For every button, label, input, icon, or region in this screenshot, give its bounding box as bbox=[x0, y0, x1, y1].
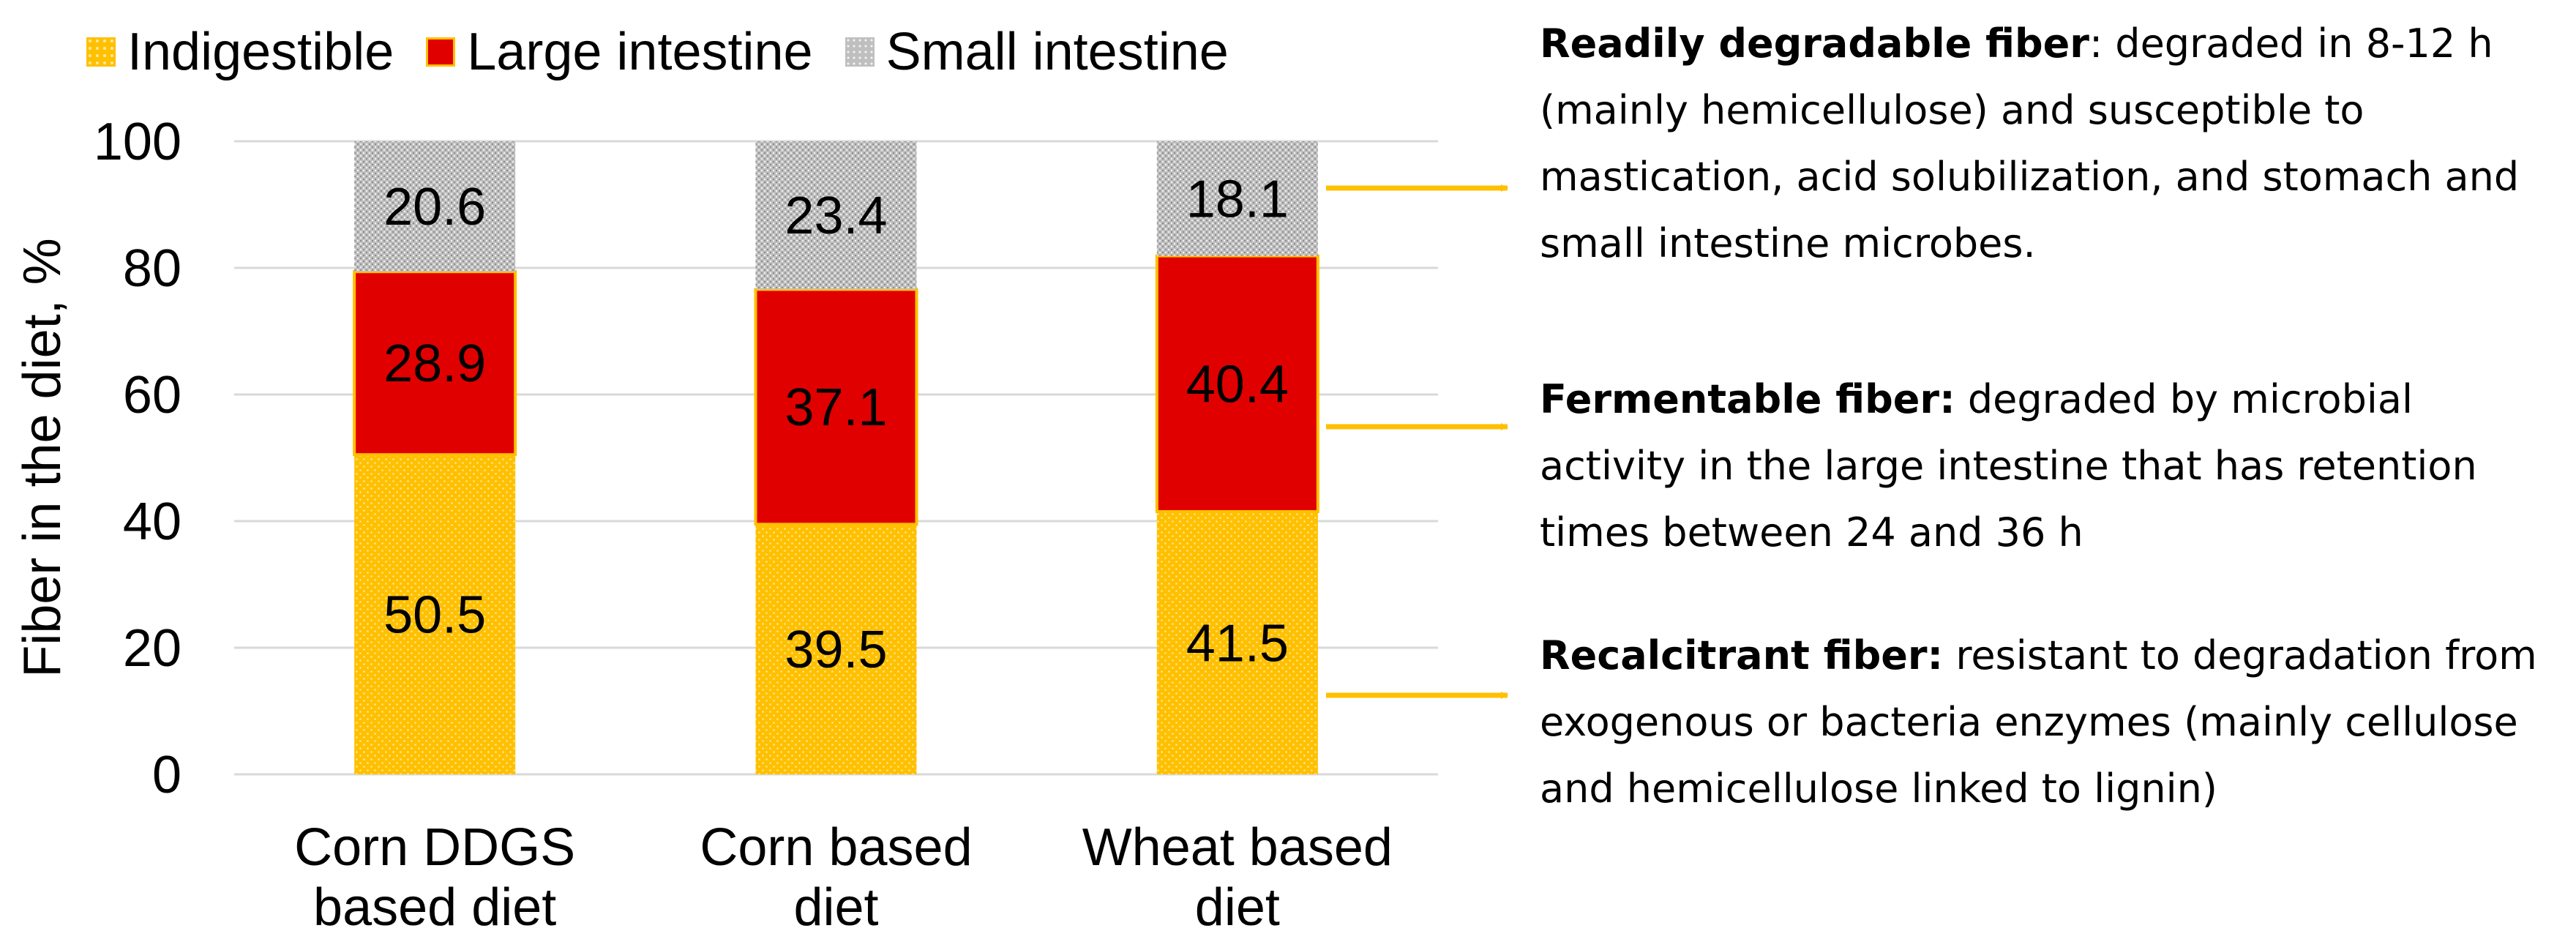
x-tick-label: Corn based bbox=[700, 818, 972, 877]
axes: 0 20 40 60 80 100 Fiber in the diet, % Corn DDG… bbox=[13, 113, 1393, 937]
data-label: 18.1 bbox=[1186, 170, 1289, 228]
note-title: Recalcitrant fiber: bbox=[1540, 632, 1944, 678]
legend-label-indigestible: Indigestible bbox=[127, 23, 394, 81]
x-tick-label: Corn DDGS bbox=[294, 818, 575, 877]
data-label: 23.4 bbox=[785, 187, 887, 245]
legend-item-indigestible: Indigestible bbox=[86, 22, 394, 82]
x-tick-label: based diet bbox=[313, 878, 556, 937]
x-tick-label: Wheat based bbox=[1082, 818, 1393, 877]
chart-legend: Indigestible Large intestine Small intes… bbox=[86, 22, 1261, 82]
y-tick-label: 0 bbox=[152, 746, 181, 804]
legend-swatch-indigestible bbox=[86, 37, 116, 67]
y-tick-label: 40 bbox=[123, 493, 181, 551]
note-text: : degraded in 8-12 h (mainly hemicellulo… bbox=[1540, 20, 2520, 266]
note-readily-degradable: Readily degradable fiber: degraded in 8-… bbox=[1540, 10, 2567, 277]
legend-label-large-intestine: Large intestine bbox=[467, 23, 813, 81]
bar-segment-indigestible bbox=[1156, 512, 1318, 774]
bars bbox=[353, 141, 1319, 774]
y-tick-label: 80 bbox=[123, 239, 181, 298]
data-label: 28.9 bbox=[383, 334, 486, 393]
x-tick-label: diet bbox=[793, 878, 878, 937]
annotation-arrows bbox=[1326, 184, 1508, 699]
bar-segment-small-intestine bbox=[755, 141, 917, 290]
legend-swatch-large-intestine bbox=[426, 37, 456, 67]
note-title: Readily degradable fiber bbox=[1540, 20, 2089, 67]
bar-segment-small-intestine bbox=[354, 141, 516, 272]
note-title: Fermentable fiber: bbox=[1540, 376, 1955, 422]
bar-segment-indigestible bbox=[354, 455, 516, 774]
legend-item-large-intestine: Large intestine bbox=[426, 22, 813, 82]
y-tick-label: 60 bbox=[123, 366, 181, 424]
data-label: 40.4 bbox=[1186, 355, 1289, 414]
y-tick-label: 100 bbox=[94, 113, 181, 171]
legend-label-small-intestine: Small intestine bbox=[886, 23, 1229, 81]
data-label: 41.5 bbox=[1186, 615, 1289, 673]
data-label: 50.5 bbox=[383, 586, 486, 645]
bar-segment-large-intestine bbox=[754, 288, 918, 526]
note-text: resistant to degradation from exogenous … bbox=[1540, 632, 2537, 812]
note-fermentable: Fermentable fiber: degraded by microbial… bbox=[1540, 366, 2567, 566]
bar-segment-small-intestine bbox=[1156, 141, 1318, 256]
data-label: 37.1 bbox=[785, 378, 887, 437]
y-axis-title: Fiber in the diet, % bbox=[13, 238, 72, 677]
data-label: 20.6 bbox=[383, 178, 486, 236]
x-tick-label: diet bbox=[1195, 878, 1280, 937]
note-text: degraded by microbial activity in the la… bbox=[1540, 376, 2477, 556]
bar-segment-large-intestine bbox=[353, 270, 517, 457]
data-labels: 50.5 28.9 20.6 39.5 37.1 23.4 41.5 40.4 18.1 bbox=[383, 170, 1289, 679]
bar-segment-indigestible bbox=[755, 524, 917, 774]
y-tick-label: 20 bbox=[123, 619, 181, 678]
data-label: 39.5 bbox=[785, 621, 887, 679]
legend-item-small-intestine: Small intestine bbox=[845, 22, 1229, 82]
legend-swatch-small-intestine bbox=[845, 37, 875, 67]
note-recalcitrant: Recalcitrant fiber: resistant to degrada… bbox=[1540, 622, 2567, 822]
